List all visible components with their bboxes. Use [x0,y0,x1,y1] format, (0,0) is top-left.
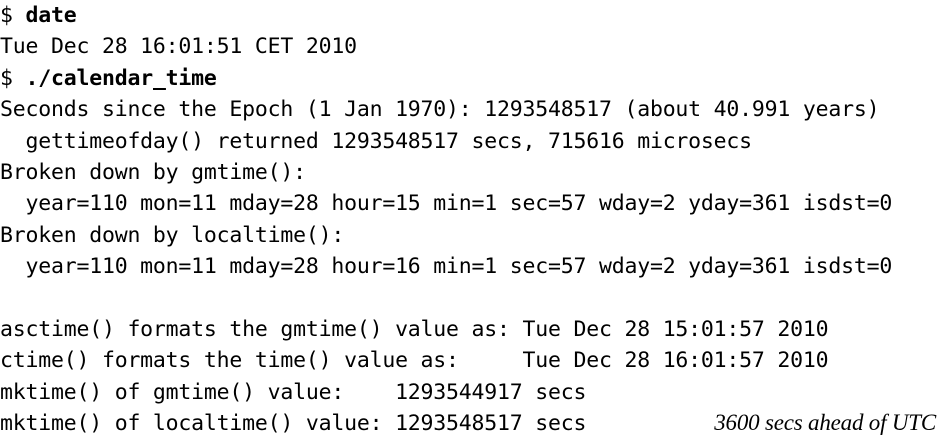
output-line: mktime() of gmtime() value: 1293544917 s… [0,379,587,405]
output-line: mktime() of localtime() value: 129354851… [0,411,587,437]
output-line: year=110 mon=11 mday=28 hour=15 min=1 se… [0,191,893,217]
output-line: Seconds since the Epoch (1 Jan 1970): 12… [0,97,880,123]
shell-prompt: $ [0,3,26,28]
output-line: gettimeofday() returned 1293548517 secs,… [0,128,752,154]
output-line: ctime() formats the time() value as: Tue… [0,348,829,374]
command-line-calendar-time: $ ./calendar_time [0,63,217,95]
output-line: Broken down by gmtime(): [0,160,306,185]
command-text: date [25,3,77,28]
command-line-date: $ date [0,0,77,32]
shell-prompt: $ [0,65,26,91]
output-line: Broken down by localtime(): [0,222,345,248]
output-line: year=110 mon=11 mday=28 hour=16 min=1 se… [0,254,893,280]
annotation-note: 3600 secs ahead of UTC [714,410,936,435]
command-text: ./calendar_time [25,65,217,91]
output-line: Tue Dec 28 16:01:51 CET 2010 [0,34,357,60]
output-line: asctime() formats the gmtime() value as:… [0,317,829,342]
